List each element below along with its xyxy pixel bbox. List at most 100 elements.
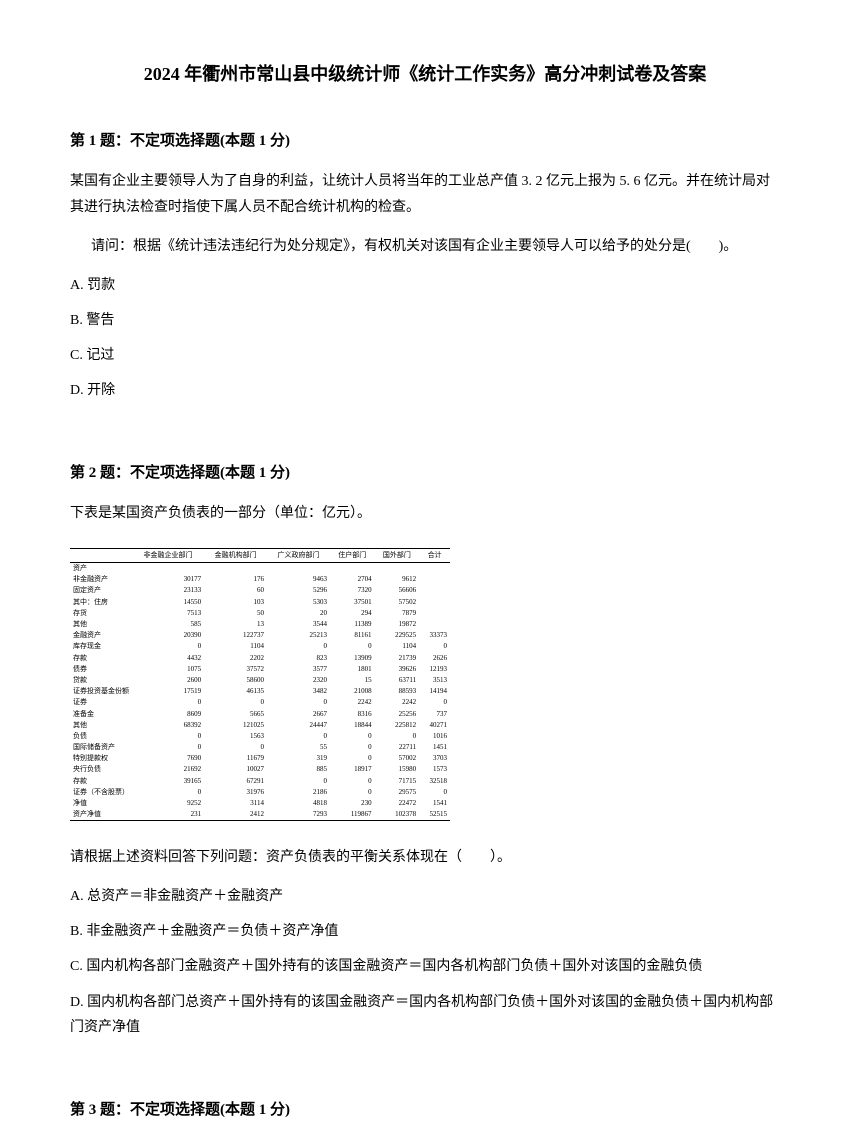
- table-cell: 国际储备资产: [70, 742, 132, 753]
- table-cell: 22711: [375, 742, 420, 753]
- table-cell: 33373: [419, 630, 450, 641]
- table-cell: 17519: [132, 686, 204, 697]
- table-cell: 存款: [70, 776, 132, 787]
- table-cell: 金融资产: [70, 630, 132, 641]
- table-cell: 1563: [204, 731, 267, 742]
- table-cell: 4818: [267, 798, 330, 809]
- table-cell: 1104: [204, 641, 267, 652]
- table-cell: 2242: [330, 697, 375, 708]
- table-cell: 5665: [204, 709, 267, 720]
- table-cell: 0: [204, 742, 267, 753]
- q2-option-b: B. 非金融资产＋金融资产＝负债＋资产净值: [70, 919, 780, 944]
- balance-table-container: 非金融企业部门 金融机构部门 广义政府部门 住户部门 国外部门 合计 资产非金融…: [70, 548, 780, 822]
- table-cell: 0: [330, 787, 375, 798]
- table-row: 存货751350202947879: [70, 608, 450, 619]
- table-cell: 24447: [267, 720, 330, 731]
- table-cell: 10027: [204, 764, 267, 775]
- table-cell: 57502: [375, 597, 420, 608]
- table-row: 证券（不含股票）03197621860295750: [70, 787, 450, 798]
- table-cell: 122737: [204, 630, 267, 641]
- table-cell: [204, 563, 267, 575]
- table-cell: 55: [267, 742, 330, 753]
- table-cell: 0: [204, 697, 267, 708]
- table-cell: 60: [204, 585, 267, 596]
- table-cell: 央行负债: [70, 764, 132, 775]
- table-cell: 3544: [267, 619, 330, 630]
- table-cell: [419, 619, 450, 630]
- table-cell: 39626: [375, 664, 420, 675]
- table-cell: 15: [330, 675, 375, 686]
- table-cell: 0: [330, 776, 375, 787]
- table-cell: 20390: [132, 630, 204, 641]
- table-cell: 15980: [375, 764, 420, 775]
- table-cell: 40271: [419, 720, 450, 731]
- table-cell: 25256: [375, 709, 420, 720]
- table-row: 证券000224222420: [70, 697, 450, 708]
- table-cell: 0: [267, 697, 330, 708]
- table-cell: 4432: [132, 653, 204, 664]
- table-row: 固定资产23133605296732056606: [70, 585, 450, 596]
- table-cell: [375, 563, 420, 575]
- table-cell: 8316: [330, 709, 375, 720]
- table-row: 库存现金011040011040: [70, 641, 450, 652]
- table-cell: 其他: [70, 720, 132, 731]
- q2-followup: 请根据上述资料回答下列问题：资产负债表的平衡关系体现在（ ）。: [70, 845, 780, 872]
- table-cell: 3577: [267, 664, 330, 675]
- table-cell: 2600: [132, 675, 204, 686]
- q1-option-a: A. 罚款: [70, 273, 780, 298]
- table-cell: 20: [267, 608, 330, 619]
- table-cell: 1451: [419, 742, 450, 753]
- table-cell: 2186: [267, 787, 330, 798]
- table-cell: 0: [132, 787, 204, 798]
- table-cell: 21692: [132, 764, 204, 775]
- q3-header: 第 3 题：不定项选择题(本题 1 分): [70, 1098, 780, 1122]
- table-cell: 231: [132, 809, 204, 821]
- table-cell: 25213: [267, 630, 330, 641]
- q1-header: 第 1 题：不定项选择题(本题 1 分): [70, 129, 780, 153]
- table-cell: 0: [330, 742, 375, 753]
- table-row: 贷款260058600232015637113513: [70, 675, 450, 686]
- table-cell: [419, 574, 450, 585]
- table-row: 证券投资基金份额17519461353482210088859314194: [70, 686, 450, 697]
- table-row: 其中：住房1455010353033750157502: [70, 597, 450, 608]
- table-row: 非金融资产30177176946327049612: [70, 574, 450, 585]
- table-cell: 176: [204, 574, 267, 585]
- table-cell: 0: [375, 731, 420, 742]
- table-cell: [267, 563, 330, 575]
- table-cell: 31976: [204, 787, 267, 798]
- table-cell: 225812: [375, 720, 420, 731]
- table-cell: [419, 585, 450, 596]
- table-cell: 0: [267, 641, 330, 652]
- table-cell: 债券: [70, 664, 132, 675]
- table-cell: 22472: [375, 798, 420, 809]
- table-cell: 9252: [132, 798, 204, 809]
- table-cell: 103: [204, 597, 267, 608]
- table-cell: 0: [132, 731, 204, 742]
- table-cell: 19872: [375, 619, 420, 630]
- table-cell: 18844: [330, 720, 375, 731]
- table-cell: 3513: [419, 675, 450, 686]
- table-cell: 37501: [330, 597, 375, 608]
- q2-option-d: D. 国内机构各部门总资产＋国外持有的该国金融资产＝国内各机构部门负债＋国外对该…: [70, 990, 780, 1040]
- table-header-cell: 住户部门: [330, 548, 375, 562]
- table-cell: 11389: [330, 619, 375, 630]
- table-row: 央行负债216921002788518917159801573: [70, 764, 450, 775]
- q2-header: 第 2 题：不定项选择题(本题 1 分): [70, 461, 780, 485]
- table-cell: 准备金: [70, 709, 132, 720]
- q2-body: 下表是某国资产负债表的一部分（单位：亿元）。: [70, 501, 780, 528]
- table-row: 负债015630001016: [70, 731, 450, 742]
- table-cell: 13: [204, 619, 267, 630]
- table-cell: 319: [267, 753, 330, 764]
- table-cell: 3482: [267, 686, 330, 697]
- table-cell: 2667: [267, 709, 330, 720]
- q1-option-b: B. 警告: [70, 308, 780, 333]
- table-cell: [419, 563, 450, 575]
- table-cell: 其中：住房: [70, 597, 132, 608]
- table-cell: 68392: [132, 720, 204, 731]
- table-cell: 证券投资基金份额: [70, 686, 132, 697]
- table-cell: 50: [204, 608, 267, 619]
- table-cell: 0: [132, 742, 204, 753]
- table-cell: 固定资产: [70, 585, 132, 596]
- table-cell: 30177: [132, 574, 204, 585]
- table-cell: 0: [419, 787, 450, 798]
